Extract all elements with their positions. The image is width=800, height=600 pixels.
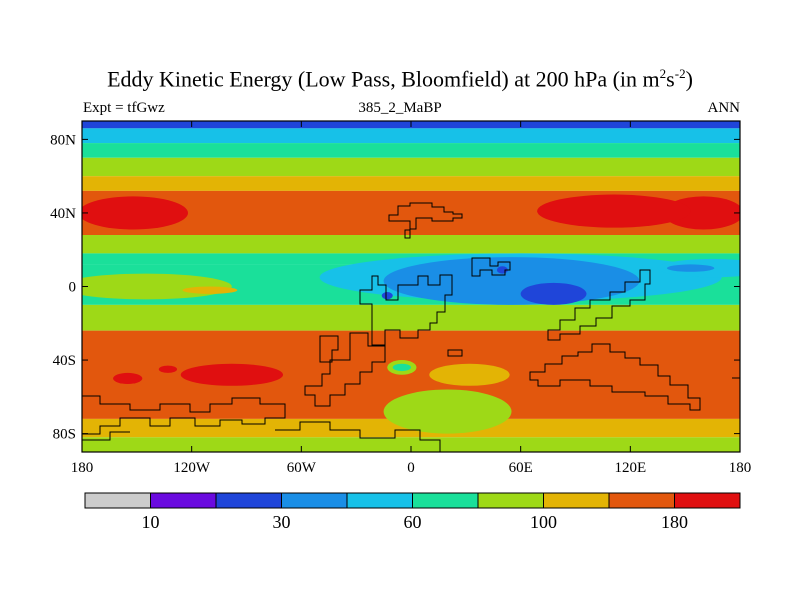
field-band-6 <box>82 235 740 254</box>
field-layer <box>82 121 740 452</box>
x-tick-label-6: 180 <box>729 460 752 476</box>
colorbar-label-0: 10 <box>142 512 160 532</box>
colorbar-label-4: 180 <box>661 512 688 532</box>
colorbar-box-8 <box>608 492 675 509</box>
field-band-4 <box>82 176 740 191</box>
coastline-layer <box>82 202 740 452</box>
coastline-madagascar <box>319 335 339 363</box>
coastline-antarctica-tip <box>82 431 130 441</box>
field-feature-10 <box>520 282 587 305</box>
field-feature-2 <box>537 194 691 228</box>
y-axis: 80N 40N 0 40S 80S <box>50 132 740 443</box>
field-feature-18 <box>392 363 411 372</box>
x-axis: 180 120W 60W 0 60E 120E 180 <box>71 121 752 476</box>
coastline-africa-east <box>359 274 453 346</box>
field-band-12 <box>82 437 740 452</box>
coastline-indonesia <box>547 269 651 341</box>
chart-title: Eddy Kinetic Energy (Low Pass, Bloomfiel… <box>107 66 693 92</box>
colorbar-box-5 <box>412 492 479 509</box>
coastline-south-islands <box>447 349 740 379</box>
field-feature-3 <box>180 363 284 386</box>
colorbar-box-4 <box>346 492 413 509</box>
y-tick-label-1: 40N <box>50 206 76 222</box>
colorbar-label-3: 100 <box>530 512 557 532</box>
subtitle-right: ANN <box>707 100 741 116</box>
coastline-antarctica-east <box>275 421 441 452</box>
x-tick-label-5: 120E <box>614 460 646 476</box>
colorbar-box-1 <box>150 492 217 509</box>
coastline-australia <box>529 343 701 411</box>
subtitle-center: 385_2_MaBP <box>358 100 442 116</box>
colorbar-box-3 <box>281 492 348 509</box>
y-tick-label-4: 80S <box>53 427 76 443</box>
y-tick-label-3: 40S <box>53 353 76 369</box>
field-band-3 <box>82 157 740 177</box>
field-feature-11 <box>381 292 393 300</box>
colorbar-box-6 <box>477 492 544 509</box>
x-tick-label-3: 0 <box>407 460 415 476</box>
y-tick-label-2: 0 <box>69 280 77 296</box>
x-tick-label-0: 180 <box>71 460 94 476</box>
field-feature-16 <box>429 363 510 386</box>
x-tick-label-1: 120W <box>173 460 211 476</box>
colorbar-box-7 <box>543 492 610 509</box>
colorbar-box-9 <box>674 492 741 509</box>
subtitle-left: Expt = tfGwz <box>83 100 165 116</box>
field-feature-5 <box>158 365 178 373</box>
colorbar: 10 30 60 100 180 <box>84 492 741 532</box>
x-tick-label-2: 60W <box>287 460 317 476</box>
field-feature-14 <box>182 286 238 294</box>
coastline-antarctica-west <box>82 395 286 435</box>
field-feature-4 <box>113 372 143 384</box>
field-band-1 <box>82 128 740 144</box>
field-feature-8 <box>383 257 640 305</box>
coastline-southern-africa <box>304 332 386 407</box>
colorbar-box-2 <box>215 492 282 509</box>
coastline-south-america <box>471 257 511 277</box>
colorbar-label-2: 60 <box>404 512 422 532</box>
field-feature-9 <box>666 264 715 272</box>
field-band-9 <box>82 304 740 331</box>
colorbar-box-0 <box>84 492 151 509</box>
x-tick-label-4: 60E <box>509 460 533 476</box>
field-feature-15 <box>383 389 512 434</box>
coastline-north-america <box>388 202 463 239</box>
field-feature-0 <box>82 196 188 230</box>
colorbar-label-1: 30 <box>273 512 291 532</box>
field-band-2 <box>82 143 740 158</box>
y-tick-label-0: 80N <box>50 132 76 148</box>
